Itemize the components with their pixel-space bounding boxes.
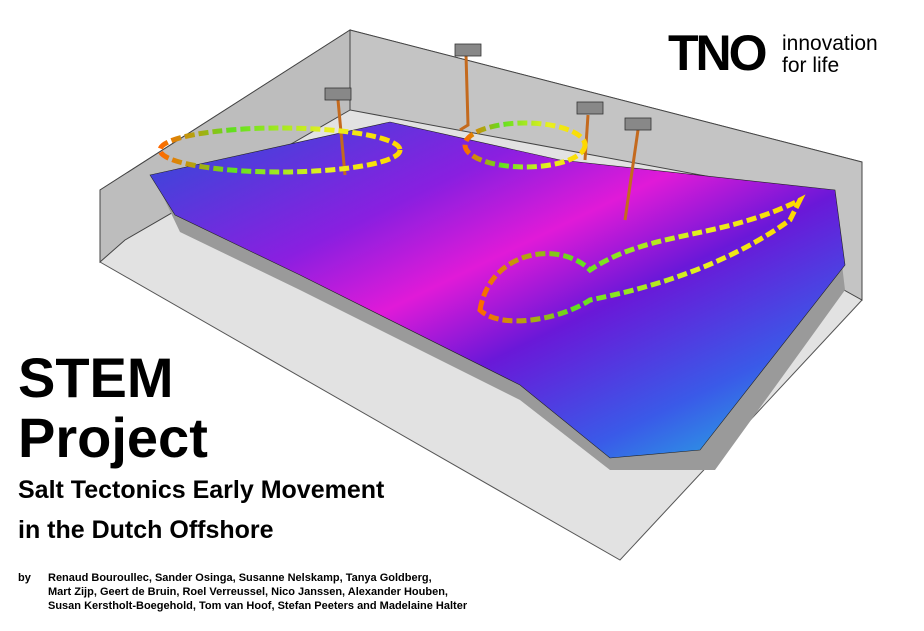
tagline: innovation [782, 32, 878, 55]
author-line: Susan Kerstholt-Boegehold, Tom van Hoof,… [48, 600, 468, 612]
logo: TNO [668, 25, 768, 81]
tagline: for life [782, 54, 840, 77]
platform-tops [324, 43, 652, 131]
author-line: Renaud Bouroullec, Sander Osinga, Susann… [48, 572, 432, 584]
authors-prefix: by [18, 572, 31, 584]
seismic-surface [149, 121, 846, 459]
author-line: Mart Zijp, Geert de Bruin, Roel Verreuss… [48, 586, 448, 598]
subtitle: in the Dutch Offshore [18, 516, 274, 544]
subtitle: Salt Tectonics Early Movement [18, 476, 385, 504]
salt-bodies [157, 120, 806, 324]
title: Project [18, 406, 208, 469]
platforms [336, 54, 640, 221]
title: STEM [18, 346, 174, 409]
